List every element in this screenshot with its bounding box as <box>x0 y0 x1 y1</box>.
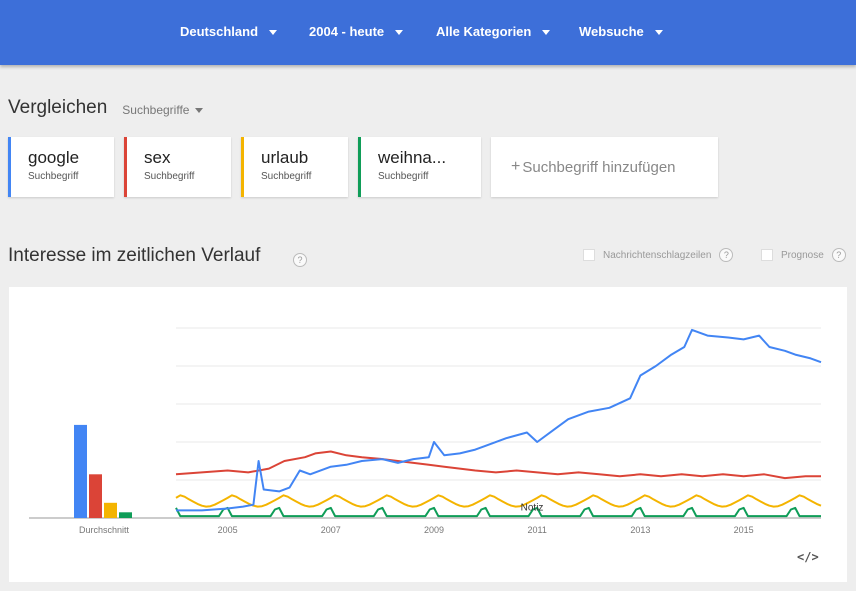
interest-title: Interesse im zeitlichen Verlauf <box>8 245 261 266</box>
category-label: Alle Kategorien <box>436 24 532 39</box>
interest-chart-card: Durchschnitt 2005 2007 2009 2011 2013 2015 Noti… <box>9 287 847 582</box>
term-type: Suchbegriff <box>261 171 312 182</box>
period-dropdown[interactable]: 2004 - heute <box>309 24 404 39</box>
x-tick-label: 2011 <box>528 525 547 535</box>
term-label: weihna... <box>378 148 447 167</box>
interest-chart: Durchschnitt 2005 2007 2009 2011 2013 2015 Noti… <box>29 327 822 535</box>
forecast-checkbox[interactable] <box>761 249 773 261</box>
compare-title: Vergleichen <box>8 97 108 118</box>
series-line-urlaub <box>175 494 822 508</box>
region-label: Deutschland <box>180 24 259 39</box>
term-card-google[interactable]: google Suchbegriff <box>8 137 114 197</box>
search-type-dropdown[interactable]: Websuche <box>579 24 663 39</box>
chevron-down-icon <box>195 108 204 113</box>
top-filter-bar: Deutschland 2004 - heute Alle Kategorien… <box>0 0 856 65</box>
chevron-down-icon <box>395 30 404 35</box>
average-bar-google <box>74 424 87 518</box>
search-type-label: Websuche <box>579 24 644 39</box>
term-card-sex[interactable]: sex Suchbegriff <box>124 137 231 197</box>
x-tick-label: 2007 <box>321 525 341 535</box>
term-type: Suchbegriff <box>144 171 195 182</box>
average-bar-weihnachten <box>119 512 132 518</box>
embed-code-icon[interactable]: </> <box>797 550 819 564</box>
x-tick-label: 2015 <box>734 525 754 535</box>
term-label: google <box>28 148 80 167</box>
help-icon[interactable]: ? <box>719 248 734 262</box>
help-icon[interactable]: ? <box>293 253 307 267</box>
news-headlines-option: Nachrichtenschlagzeilen ? <box>583 248 734 262</box>
x-tick-label: 2005 <box>218 525 238 535</box>
term-color-marker <box>8 137 11 197</box>
term-color-marker <box>124 137 127 197</box>
category-dropdown[interactable]: Alle Kategorien <box>436 24 551 39</box>
note-label: Notiz <box>521 502 544 513</box>
plus-icon: + <box>511 158 521 175</box>
chevron-down-icon <box>654 30 663 35</box>
news-headlines-checkbox[interactable] <box>583 249 595 261</box>
series-line-google <box>176 328 822 512</box>
period-label: 2004 - heute <box>309 24 385 39</box>
news-headlines-label: Nachrichtenschlagzeilen <box>603 249 712 261</box>
forecast-option: Prognose ? <box>761 248 846 262</box>
add-term-label: Suchbegriff hinzufügen <box>522 158 676 176</box>
term-color-marker <box>241 137 244 197</box>
term-type: Suchbegriff <box>378 171 429 182</box>
average-label: Durchschnitt <box>79 525 130 535</box>
term-card-weihnachten[interactable]: weihna... Suchbegriff <box>358 137 481 197</box>
chevron-down-icon <box>542 30 551 35</box>
help-icon[interactable]: ? <box>831 248 846 262</box>
add-term-button[interactable]: + Suchbegriff hinzufügen <box>491 137 718 197</box>
chevron-down-icon <box>269 30 278 35</box>
average-bar-sex <box>89 474 102 518</box>
compare-mode-label: Suchbegriffe <box>122 102 190 117</box>
compare-mode-dropdown[interactable]: Suchbegriffe <box>122 102 204 117</box>
term-color-marker <box>358 137 361 197</box>
x-tick-label: 2013 <box>630 525 650 535</box>
forecast-label: Prognose <box>781 249 824 261</box>
compare-header: Vergleichen Suchbegriffe <box>8 97 204 119</box>
series-line-weihnachten <box>175 506 821 518</box>
term-card-urlaub[interactable]: urlaub Suchbegriff <box>241 137 348 197</box>
term-label: sex <box>144 148 171 167</box>
term-label: urlaub <box>261 148 309 167</box>
region-dropdown[interactable]: Deutschland <box>180 24 278 39</box>
average-bar-urlaub <box>104 502 117 518</box>
term-type: Suchbegriff <box>28 171 79 182</box>
series-line-sex <box>175 450 821 480</box>
x-tick-label: 2009 <box>424 525 444 535</box>
